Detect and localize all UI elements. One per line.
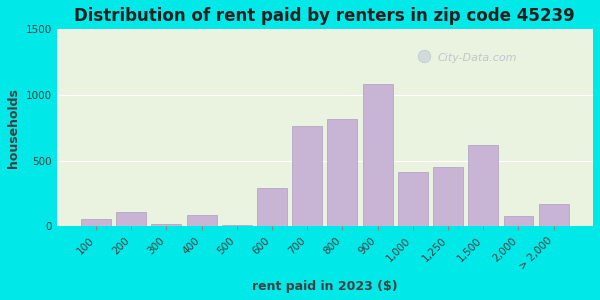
Title: Distribution of rent paid by renters in zip code 45239: Distribution of rent paid by renters in … [74, 7, 575, 25]
X-axis label: rent paid in 2023 ($): rent paid in 2023 ($) [252, 280, 398, 293]
Bar [433, 167, 463, 226]
Bar [469, 145, 498, 226]
Text: City-Data.com: City-Data.com [437, 53, 517, 63]
Bar [292, 127, 322, 226]
Bar [398, 172, 428, 226]
Y-axis label: households: households [7, 88, 20, 168]
Bar [222, 225, 252, 226]
Bar [328, 118, 358, 226]
Bar [503, 216, 533, 226]
Bar [257, 188, 287, 226]
Bar [539, 204, 569, 226]
Bar [187, 215, 217, 226]
Bar [362, 84, 392, 226]
Bar [116, 212, 146, 226]
Bar [151, 224, 181, 226]
Bar [81, 219, 111, 226]
